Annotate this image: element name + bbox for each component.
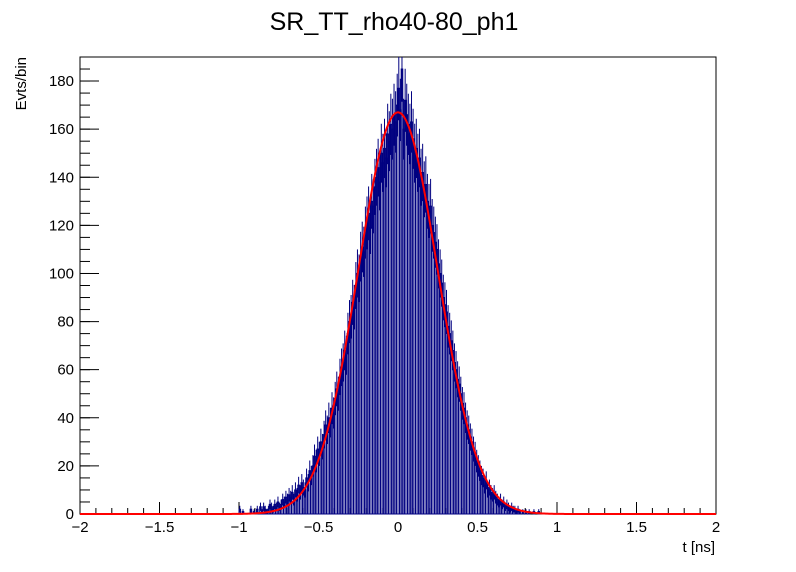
x-axis-label: t [ns] [682,539,715,556]
x-tick-label: 2 [712,519,720,536]
y-tick-label: 180 [49,73,74,90]
y-axis-label: Evts/bin [13,57,30,110]
x-tick-label: −1.5 [145,519,175,536]
gaussian-fit-curve [80,111,716,515]
y-tick-label: 20 [57,458,74,475]
y-tick-label: 80 [57,314,74,331]
x-tick-label: −0.5 [304,519,334,536]
x-tick-label: 0 [394,519,402,536]
x-tick-label: −2 [71,519,88,536]
y-tick-label: 60 [57,362,74,379]
y-tick-label: 140 [49,169,74,186]
y-tick-label: 120 [49,217,74,234]
x-tick-label: 1.5 [626,519,647,536]
chart-title: SR_TT_rho40-80_ph1 [270,8,519,36]
y-tick-label: 100 [49,265,74,282]
y-axis-tick-labels: 0 20 40 60 80 100 120 140 160 180 [49,73,74,523]
x-axis-tick-labels: −2 −1.5 −1 −0.5 0 0.5 1 1.5 2 [71,519,720,536]
x-tick-label: −1 [230,519,247,536]
y-axis-ticks [80,56,99,515]
histogram-bins [238,57,541,515]
x-tick-label: 1 [553,519,561,536]
y-tick-label: 0 [66,506,74,523]
y-tick-label: 160 [49,121,74,138]
y-tick-label: 40 [57,410,74,427]
x-tick-label: 0.5 [467,519,488,536]
